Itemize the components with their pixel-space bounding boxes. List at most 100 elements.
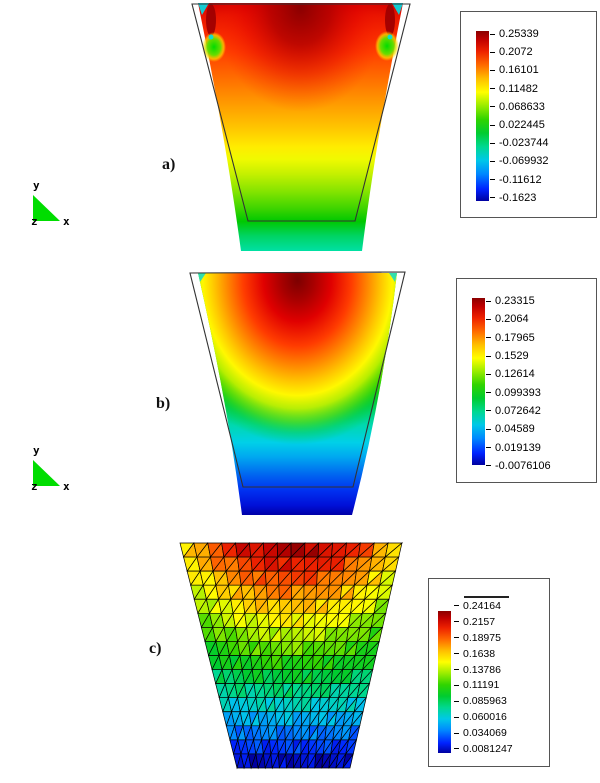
legend-tick [486,392,491,394]
legend-tick [490,197,495,199]
legend-tick [486,337,491,339]
corner-green-spot-right [375,31,399,61]
legend-value: -0.11612 [499,173,542,186]
legend-value: -0.1623 [499,191,537,204]
legend-value: -0.023744 [499,137,549,150]
legend-tick [454,748,459,750]
legend-tick [486,355,491,357]
panel-b-undeformed-outline [189,271,406,488]
y-axis-label: y [33,179,40,192]
corner-cyan-sliver-right [389,273,397,282]
legend-value: 0.11482 [499,82,538,95]
legend-value-row: 0.17965 [486,329,551,347]
legend-value: 0.2072 [499,46,533,59]
legend-value: 0.099393 [495,386,541,399]
legend-value: 0.060016 [463,711,507,724]
legend-tick [486,300,491,302]
legend-tick [490,51,495,53]
legend-tick [486,410,491,412]
colorbar-legend-a: 0.25339 0.2072 0.16101 0.11482 0.068633 0.022… [460,11,597,218]
triad-triangle [33,460,60,486]
axis-triad-b: y z x [31,444,70,493]
legend-value: 0.24164 [463,599,501,612]
legend-tick [490,160,495,162]
legend-tick [454,621,459,623]
legend-tick [486,373,491,375]
mesh-line-symbol [464,596,509,598]
panel-b-plot [189,271,406,515]
corner-cyan-sliver-left [198,3,209,15]
legend-value: 0.18975 [463,631,501,644]
legend-value-row: 0.24164 [454,598,513,614]
legend-value-row: 0.1638 [454,646,513,662]
legend-tick [490,179,495,181]
legend-value: 0.2157 [463,615,496,628]
legend-value: -0.0076106 [495,459,551,472]
legend-value-row: 0.12614 [486,365,551,383]
legend-tick [454,653,459,655]
corner-darkred-streak-right [385,4,395,36]
legend-tick [486,318,491,320]
panel-c-mesh [179,542,403,770]
panel-a-plot [191,3,411,251]
legend-value-row: 0.04589 [486,420,551,438]
x-axis-label: x [63,480,70,493]
x-axis-label: x [63,215,70,228]
legend-value-row: -0.069932 [490,152,549,170]
legend-value-row: 0.068633 [490,98,549,116]
colorbar-values-c: 0.24164 0.2157 0.18975 0.1638 0.13786 0.11191… [454,598,513,757]
legend-value: 0.072642 [495,404,541,417]
z-axis-label: z [31,215,38,228]
legend-value-row: 0.085963 [454,693,513,709]
legend-value: 0.25339 [499,28,539,41]
legend-value: 0.068633 [499,100,545,113]
legend-tick [454,669,459,670]
legend-value-row: 0.13786 [454,662,513,678]
triad-triangle [33,195,60,221]
legend-value: 0.034069 [463,727,507,740]
legend-value: 0.019139 [495,441,541,454]
legend-value-row: 0.034069 [454,725,513,741]
legend-tick [490,69,495,71]
legend-tick [490,142,495,144]
legend-tick [454,732,459,734]
corner-cyan-sliver-left [198,273,206,282]
legend-value-row: 0.11482 [490,80,549,98]
corner-green-spot-left [202,32,226,62]
legend-tick [490,124,495,126]
legend-tick [454,637,459,639]
legend-tick [486,428,491,430]
corner-darkred-streak-left [206,4,216,36]
legend-value-row: 0.2157 [454,614,513,630]
mesh-triangle [342,753,354,769]
legend-value: 0.2064 [495,313,529,326]
legend-value-row: 0.23315 [486,292,551,310]
legend-value: 0.04589 [495,423,535,436]
colorbar-legend-c: 0.24164 0.2157 0.18975 0.1638 0.13786 0.11191… [428,578,550,767]
legend-tick [454,605,459,607]
legend-value-row: 0.18975 [454,630,513,646]
legend-tick [454,684,459,686]
legend-value: 0.23315 [495,295,535,308]
legend-tick [486,465,491,467]
legend-value: 0.11191 [463,679,500,692]
legend-value: 0.1638 [463,647,496,660]
panel-label-a: a) [162,156,176,173]
legend-value-row: -0.11612 [490,171,549,189]
axis-triad-a: y z x [31,179,70,228]
colorbar-values-a: 0.25339 0.2072 0.16101 0.11482 0.068633 0.022… [490,25,549,207]
legend-value-row: 0.060016 [454,709,513,725]
legend-value: 0.12614 [495,368,535,381]
colorbar-a [476,31,489,201]
legend-value-row: 0.2072 [490,43,549,61]
legend-value-row: 0.019139 [486,438,551,456]
legend-tick [454,716,459,718]
legend-value: 0.17965 [495,331,535,344]
colorbar-b [472,298,485,465]
legend-value-row: 0.1529 [486,347,551,365]
legend-value: 0.13786 [463,663,501,676]
y-axis-label: y [33,444,40,457]
colorbar-c [438,611,451,753]
legend-value-row: 0.0081247 [454,741,513,757]
